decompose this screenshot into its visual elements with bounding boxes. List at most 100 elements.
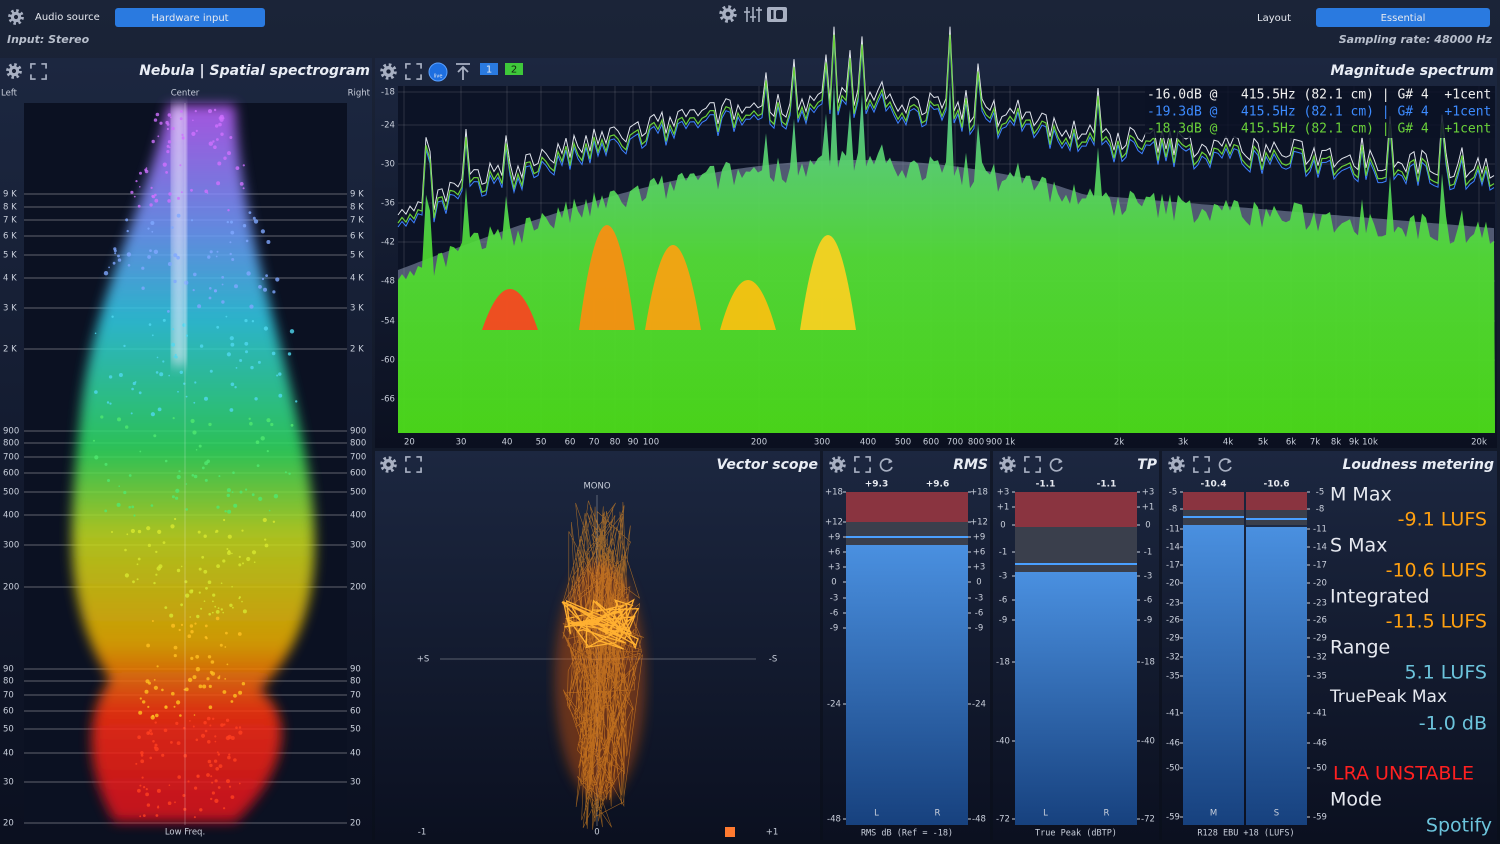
- spectrogram-dot: [151, 334, 154, 337]
- x-tick-label: 10k: [1362, 438, 1378, 448]
- audio-source-button[interactable]: [115, 8, 265, 27]
- x-tick-label: 1k: [1005, 438, 1015, 448]
- spectrogram-dot: [155, 550, 158, 554]
- meter-headroom: [1015, 527, 1076, 572]
- trace-2-button[interactable]: [505, 63, 523, 75]
- channel-label: L: [874, 809, 879, 819]
- scale-label: -50: [1313, 764, 1327, 774]
- x-tick-label: 70: [589, 438, 600, 448]
- spectrogram-dot: [190, 188, 193, 192]
- mixer-icon[interactable]: [744, 7, 762, 22]
- spectrogram-dot: [227, 755, 231, 760]
- scale-label: -32: [1166, 653, 1180, 663]
- panel-title: RMS: [953, 457, 988, 473]
- spectrogram-dot: [192, 430, 197, 435]
- spectrogram-dot: [118, 485, 120, 488]
- spectrogram-dot: [94, 390, 98, 394]
- tick-label: 4 K: [350, 274, 364, 284]
- spectrogram-dot: [206, 716, 211, 721]
- spectrogram-dot: [229, 252, 232, 256]
- trace-2-label: 2: [511, 65, 517, 76]
- spectrogram-dot: [149, 249, 152, 253]
- scale-label: -46: [1313, 739, 1327, 749]
- spectrogram-dot: [180, 623, 184, 627]
- spectrogram-dot: [187, 780, 190, 783]
- harmonic-peak: [482, 289, 538, 330]
- readout-box: [1145, 86, 1495, 138]
- spectrogram-dot: [175, 496, 179, 500]
- spectrogram-dot: [217, 676, 221, 680]
- tick-label: 5 K: [350, 251, 364, 261]
- spectrogram-dot: [118, 373, 123, 377]
- meter-peak-zone: [1183, 492, 1244, 510]
- io-icon[interactable]: [767, 7, 787, 22]
- spectrogram-dot: [163, 728, 168, 733]
- spectrogram-dot: [183, 753, 188, 758]
- spectrogram-dot: [147, 731, 150, 735]
- spectrogram-dot: [216, 325, 220, 329]
- scale-label: -41: [1166, 709, 1180, 719]
- channel-label: L: [1043, 809, 1048, 819]
- spectrogram-dot: [150, 186, 153, 189]
- meter-bar: [1076, 572, 1137, 825]
- scale-label: -3: [830, 594, 838, 604]
- tick-label: 8 K: [3, 203, 17, 213]
- spectrogram-dot: [253, 219, 259, 224]
- spectrogram-dot: [276, 374, 279, 377]
- spectrogram-dot: [170, 524, 175, 529]
- spectrogram-core: [172, 105, 186, 365]
- spectrogram-dot: [192, 119, 194, 122]
- freeze-icon[interactable]: [456, 63, 470, 80]
- x-tick-label: 3k: [1178, 438, 1188, 448]
- spectrogram-dot: [164, 606, 168, 609]
- spectrogram-dot: [165, 171, 169, 174]
- spectrogram-dot: [189, 720, 191, 722]
- spectrogram-dot: [153, 581, 156, 585]
- scale-label: -59: [1166, 813, 1180, 823]
- spectrogram-dot: [238, 563, 242, 567]
- live-button[interactable]: [428, 62, 448, 82]
- spectrogram-dot: [220, 132, 224, 136]
- spectrogram-dot: [180, 565, 183, 568]
- spectrogram-dot: [153, 434, 157, 438]
- channel-label: S: [1274, 809, 1279, 819]
- spectrogram-dot: [149, 729, 152, 733]
- spectrogram-dot: [207, 740, 211, 744]
- tick-label: 4 K: [3, 274, 17, 284]
- spectrogram-dot: [216, 181, 221, 186]
- spectrogram-dot: [174, 355, 178, 359]
- trace-1-button[interactable]: [480, 63, 498, 75]
- spectrogram-dot: [204, 624, 208, 628]
- scale-label: -72: [1141, 815, 1155, 825]
- spectrogram-dot: [228, 753, 231, 756]
- spectrogram-dot: [238, 730, 243, 735]
- spectrogram-dot: [184, 687, 189, 692]
- tick-label: 80: [350, 677, 361, 687]
- spectrogram-dot: [179, 714, 182, 717]
- spectrogram-dot: [140, 751, 144, 755]
- spectrogram-dot: [244, 341, 249, 346]
- spectrogram-dot: [287, 352, 292, 356]
- meter-peak-zone: [1015, 492, 1076, 527]
- spectrogram-dot: [138, 391, 142, 395]
- layout-button[interactable]: [1316, 8, 1490, 27]
- spectrogram-dot: [242, 187, 245, 190]
- spectrogram-dot: [275, 277, 280, 282]
- spectrogram-dot: [170, 741, 173, 744]
- spectrogram-dot: [117, 417, 121, 422]
- spectrogram-dot: [233, 693, 237, 698]
- meter-peak-zone: [846, 492, 907, 522]
- spectrogram-dot: [173, 705, 176, 708]
- tick-label: 800: [350, 439, 366, 449]
- scale-label: -9: [999, 616, 1007, 626]
- spectrogram-dot: [162, 162, 167, 167]
- x-tick-label: 200: [751, 438, 767, 448]
- spectrogram-dot: [152, 740, 155, 743]
- scale-label: -1: [1144, 548, 1152, 558]
- tick-label: 40: [350, 749, 361, 759]
- spectrogram-dot: [231, 585, 233, 588]
- spectrogram-dot: [170, 116, 172, 119]
- spectrogram-dot: [162, 360, 165, 363]
- meter-footer: True Peak (dBTP): [1035, 829, 1117, 839]
- spectrogram-dot: [157, 529, 162, 535]
